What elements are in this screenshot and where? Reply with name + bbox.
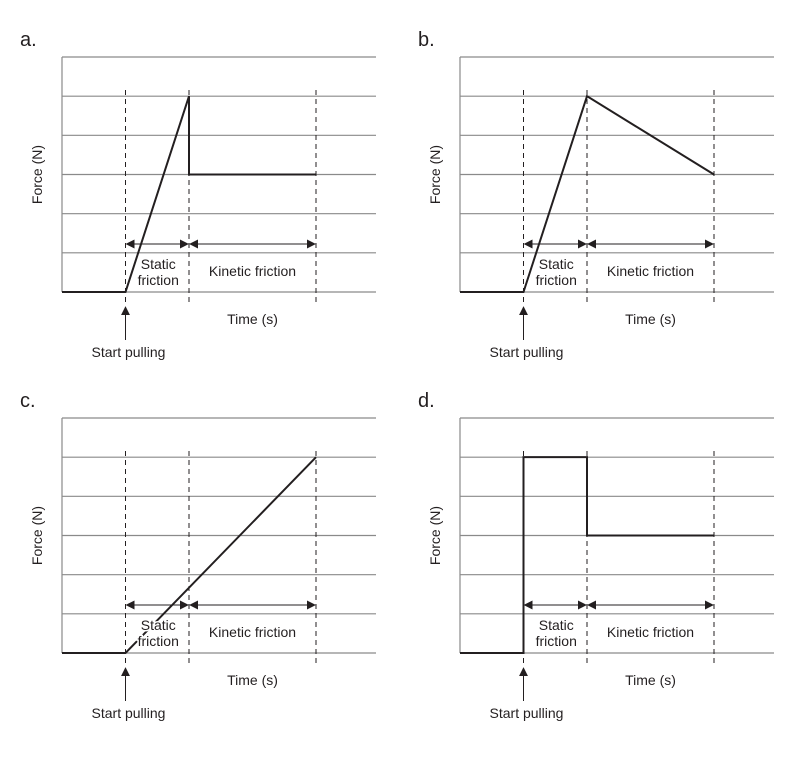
static-friction-label: Static: [539, 256, 574, 272]
series-line: [460, 94, 715, 293]
panel-letter: d.: [418, 390, 435, 412]
panel-letter: c.: [20, 390, 36, 412]
series-line: [62, 456, 317, 654]
static-friction-label: friction: [536, 633, 577, 649]
static-friction-label: friction: [138, 633, 179, 649]
start-pulling-label: Start pulling: [490, 344, 564, 360]
panel-letter: a.: [20, 29, 37, 51]
start-pulling-label: Start pulling: [92, 344, 166, 360]
static-friction-label: friction: [138, 272, 179, 288]
series-line: [62, 95, 316, 293]
x-axis-label: Time (s): [625, 672, 676, 688]
y-axis-label: Force (N): [29, 145, 45, 204]
series-line: [460, 456, 714, 654]
static-friction-label: Static: [141, 256, 176, 272]
y-axis-label: Force (N): [29, 506, 45, 565]
kinetic-friction-label: Kinetic friction: [209, 263, 296, 279]
static-friction-label: friction: [536, 272, 577, 288]
start-pulling-label: Start pulling: [490, 705, 564, 721]
static-friction-label: Static: [539, 617, 574, 633]
y-axis-label: Force (N): [427, 506, 443, 565]
start-pulling-label: Start pulling: [92, 705, 166, 721]
x-axis-label: Time (s): [227, 672, 278, 688]
y-axis-label: Force (N): [427, 145, 443, 204]
panel-letter: b.: [418, 29, 435, 51]
kinetic-friction-label: Kinetic friction: [607, 624, 694, 640]
kinetic-friction-label: Kinetic friction: [209, 624, 296, 640]
kinetic-friction-label: Kinetic friction: [607, 263, 694, 279]
x-axis-label: Time (s): [625, 311, 676, 327]
x-axis-label: Time (s): [227, 311, 278, 327]
static-friction-label: Static: [141, 617, 176, 633]
